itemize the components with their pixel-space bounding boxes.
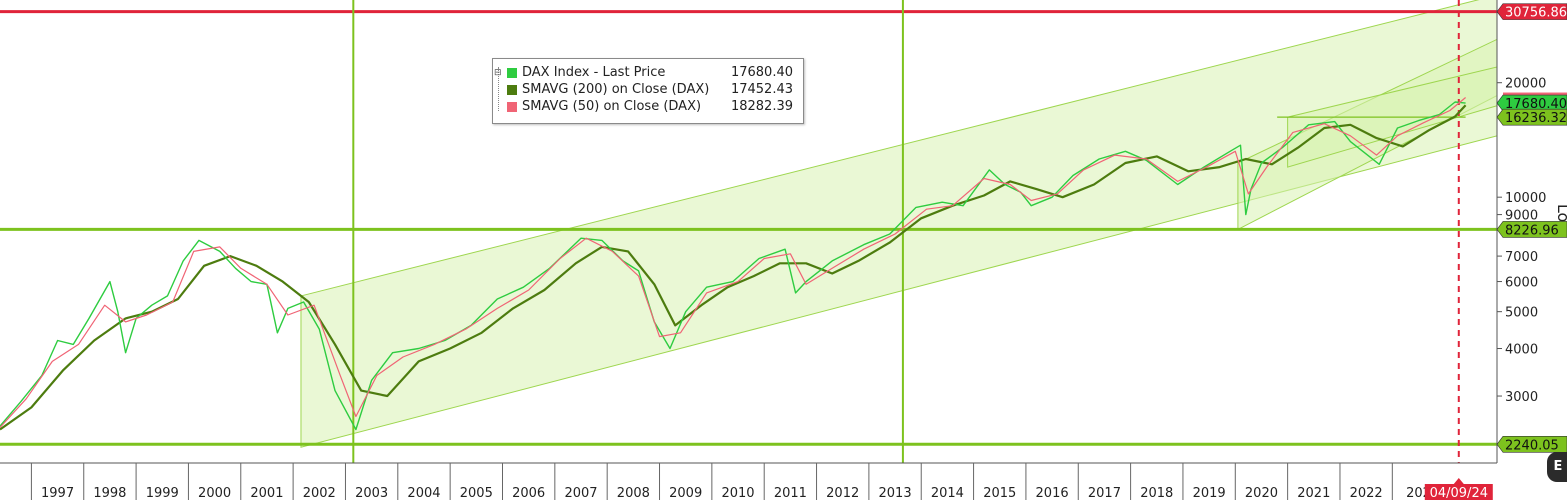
corner-menu-button[interactable]: E xyxy=(1547,452,1567,482)
series-line-2 xyxy=(0,97,1466,428)
x-tick-label: 2003 xyxy=(355,486,388,500)
x-tick-label: 2008 xyxy=(617,486,650,500)
series-line-1 xyxy=(0,104,1467,431)
x-tick-label: 2004 xyxy=(407,486,440,500)
x-tick-label: 2017 xyxy=(1088,486,1121,500)
x-tick-label: 2007 xyxy=(564,486,597,500)
x-tick-label: 2020 xyxy=(1245,486,1278,500)
legend-entry-sma200[interactable]: SMAVG (200) on Close (DAX) 17452.43 xyxy=(507,82,799,99)
trend-channels xyxy=(300,0,1497,448)
x-tick-label: 1999 xyxy=(146,486,179,500)
y-tick-label: 4000 xyxy=(1505,343,1538,358)
legend-entry-sma50[interactable]: SMAVG (50) on Close (DAX) 18282.39 xyxy=(507,99,799,116)
y-tick-label: 3000 xyxy=(1505,390,1538,405)
x-tick-label: 2002 xyxy=(303,486,336,500)
level-1-label: 8226.96 xyxy=(1505,223,1559,238)
x-tick-label: 2001 xyxy=(250,486,283,500)
x-tick-label: 2013 xyxy=(879,486,912,500)
y-tick-label: 10000 xyxy=(1505,191,1546,206)
series-lines xyxy=(0,97,1467,431)
x-tick-label: 2000 xyxy=(198,486,231,500)
x-tick-label: 2021 xyxy=(1297,486,1330,500)
level-1-tag xyxy=(1496,221,1567,238)
series-line-0 xyxy=(0,101,1466,431)
x-tick-label: 2006 xyxy=(512,486,545,500)
level-2-label: 2240.05 xyxy=(1505,438,1559,453)
x-tick-label: 1997 xyxy=(41,486,74,500)
legend-entry-value: 18282.39 xyxy=(730,99,793,114)
x-tick-label: 2015 xyxy=(983,486,1016,500)
x-tick-label: 2016 xyxy=(1036,486,1069,500)
x-tick-label: 2018 xyxy=(1140,486,1173,500)
x-tick-label: 2010 xyxy=(721,486,754,500)
y-tick-label: 7000 xyxy=(1505,250,1538,265)
reference-lines xyxy=(0,0,1497,463)
long-trend-channel xyxy=(300,0,1497,448)
legend-entry-price[interactable]: DAX Index - Last Price 17680.40 xyxy=(507,65,799,82)
legend-swatch xyxy=(507,85,517,95)
price-1-label: 16236.32 xyxy=(1505,111,1567,126)
x-tick-label: 202 xyxy=(1406,486,1431,500)
legend-entry-name: DAX Index - Last Price xyxy=(522,65,666,80)
legend-entry-value: 17680.40 xyxy=(730,65,793,80)
x-axis: 1997 1998 1999 2000 2001 2002 2003 2004 2005 2006… xyxy=(0,462,1497,500)
x-tick-label: 2009 xyxy=(669,486,702,500)
x-tick-label: 2012 xyxy=(826,486,859,500)
x-tick-label: 2005 xyxy=(460,486,493,500)
level-0-label: 30756.86 xyxy=(1505,6,1567,21)
legend-swatch xyxy=(507,68,517,78)
x-tick-label: 2014 xyxy=(931,486,964,500)
x-tick-label: 2022 xyxy=(1350,486,1383,500)
legend-entry-name: SMAVG (200) on Close (DAX) xyxy=(522,82,710,97)
y-tick-label: 20000 xyxy=(1505,77,1546,92)
price-0-tag xyxy=(1496,94,1567,112)
y-tick-label: 5000 xyxy=(1505,306,1538,321)
price-0-label: 17680.40 xyxy=(1505,97,1567,112)
collapse-icon[interactable]: ⊟ xyxy=(494,68,502,78)
legend-entry-name: SMAVG (50) on Close (DAX) xyxy=(522,99,702,114)
legend-tree-line xyxy=(498,67,500,111)
date-marker-tag xyxy=(1424,478,1493,500)
legend-entry-value: 17452.43 xyxy=(730,82,793,97)
y-tick-label: 9000 xyxy=(1505,209,1538,224)
x-tick-label: 1998 xyxy=(93,486,126,500)
y-tick-label: 6000 xyxy=(1505,276,1538,291)
x-tick-label: 2019 xyxy=(1193,486,1226,500)
level-2-tag xyxy=(1496,435,1567,453)
price-1-tag xyxy=(1496,108,1567,126)
x-tick-label: 2011 xyxy=(774,486,807,500)
legend-swatch xyxy=(507,102,517,112)
date-marker-label: 04/09/24 xyxy=(1430,486,1488,500)
legend[interactable]: ⊟ DAX Index - Last Price 17680.40 SMAVG … xyxy=(492,58,804,124)
level-0-tag xyxy=(1496,3,1567,20)
